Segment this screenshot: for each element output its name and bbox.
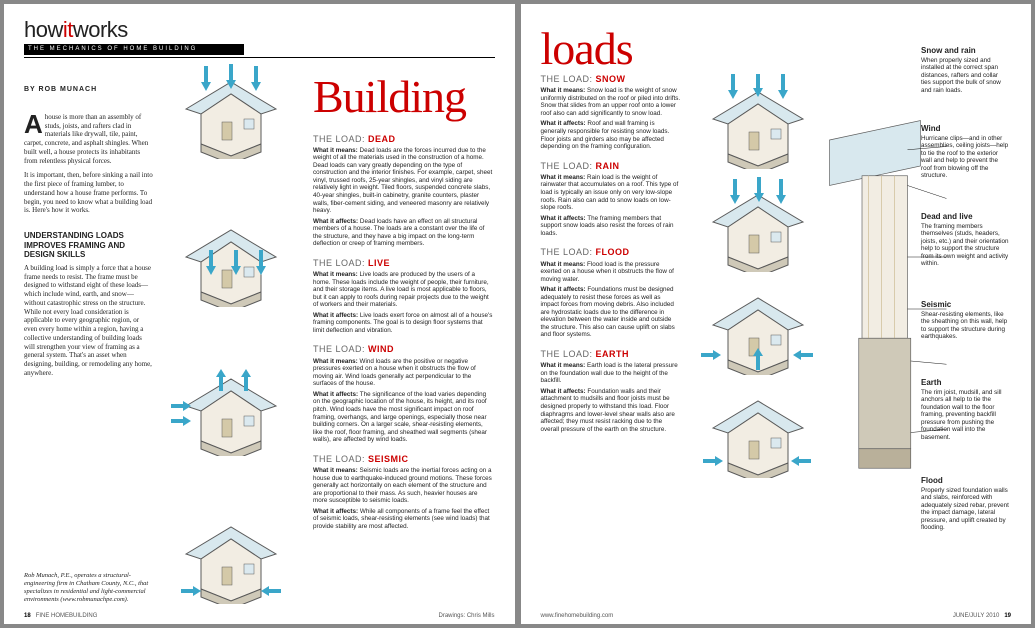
load-block-wind: THE LOAD: WIND What it means: Wind loads… bbox=[313, 344, 493, 443]
intro-p2: It is important, then, before sinking a … bbox=[24, 171, 154, 215]
intro-column: BY ROB MUNACH A house is more than an as… bbox=[24, 64, 154, 604]
load-block-dead: THE LOAD: DEAD What it means: Dead loads… bbox=[313, 134, 493, 248]
load-block-rain: THE LOAD: RAIN What it means: Rain load … bbox=[541, 161, 681, 238]
cutaway-column: Snow and rainWhen properly sized and ins… bbox=[835, 16, 1012, 571]
load-block-snow: THE LOAD: SNOW What it means: Snow load … bbox=[541, 74, 681, 151]
byline: BY ROB MUNACH bbox=[24, 86, 154, 95]
load-name: DEAD bbox=[368, 134, 396, 144]
load-name: SEISMIC bbox=[368, 454, 409, 464]
house-illustration-dead bbox=[166, 64, 296, 159]
page-right: loads THE LOAD: SNOW What it means: Snow… bbox=[521, 4, 1032, 624]
article-title-left: Building bbox=[313, 68, 493, 126]
footer-url: www.finehomebuilding.com bbox=[541, 613, 614, 621]
load-block-flood: THE LOAD: FLOOD What it means: Flood loa… bbox=[541, 247, 681, 339]
callout-wind: WindHurricane clips—and in other assembl… bbox=[921, 124, 1009, 180]
loads-column-right: THE LOAD: SNOW What it means: Snow load … bbox=[541, 74, 681, 571]
house-illustration-live bbox=[166, 212, 296, 307]
load-block-seismic: THE LOAD: SEISMIC What it means: Seismic… bbox=[313, 454, 493, 531]
load-name: RAIN bbox=[596, 161, 620, 171]
house-illustration-earth bbox=[693, 383, 823, 478]
callout-flood: FloodProperly sized foundation walls and… bbox=[921, 476, 1009, 532]
load-name: LIVE bbox=[368, 258, 390, 268]
loads-column-left: Building THE LOAD: DEAD What it means: D… bbox=[313, 64, 493, 604]
intro-p1: A house is more than an assembly of stud… bbox=[24, 113, 154, 166]
subhead: UNDERSTANDING LOADS IMPROVES FRAMING AND… bbox=[24, 231, 154, 260]
load-name: FLOOD bbox=[596, 247, 630, 257]
callout-snow-and-rain: Snow and rainWhen properly sized and ins… bbox=[921, 46, 1009, 94]
page-number-left: 18 bbox=[24, 613, 31, 619]
masthead-tagline: THE MECHANICS OF HOME BUILDING bbox=[24, 44, 244, 56]
body-text: A building load is simply a force that a… bbox=[24, 264, 154, 378]
intro-text: A house is more than an assembly of stud… bbox=[24, 113, 154, 221]
footer-drawings: Drawings: Chris Mills bbox=[438, 613, 494, 621]
load-block-earth: THE LOAD: EARTH What it means: Earth loa… bbox=[541, 349, 681, 433]
author-credit: Rob Munach, P.E., operates a structural-… bbox=[24, 572, 154, 605]
footer-mag: FINE HOMEBUILDING bbox=[36, 613, 98, 619]
page-number-right: 19 bbox=[1004, 613, 1011, 619]
illustration-column-left bbox=[166, 64, 301, 604]
masthead-rule bbox=[24, 57, 495, 58]
masthead-post: works bbox=[73, 17, 128, 42]
callout-seismic: SeismicShear-resisting elements, like th… bbox=[921, 300, 1009, 341]
footer-right: www.finehomebuilding.com JUNE/JULY 2010 … bbox=[541, 613, 1012, 621]
page-spread: howitworks THE MECHANICS OF HOME BUILDIN… bbox=[4, 4, 1031, 624]
masthead-title: howitworks bbox=[24, 16, 495, 44]
footer-issue: JUNE/JULY 2010 bbox=[953, 613, 999, 619]
masthead-pre: how bbox=[24, 17, 63, 42]
house-illustration-wind bbox=[166, 361, 296, 456]
house-illustration-snow bbox=[693, 74, 823, 169]
illustration-column-right bbox=[693, 74, 823, 571]
load-name: WIND bbox=[368, 344, 394, 354]
house-illustration-flood bbox=[693, 280, 823, 375]
load-name: EARTH bbox=[596, 349, 630, 359]
article-title-right: loads bbox=[541, 20, 633, 78]
house-illustration-rain bbox=[693, 177, 823, 272]
load-block-live: THE LOAD: LIVE What it means: Live loads… bbox=[313, 258, 493, 335]
callout-earth: EarthThe rim joist, mudsill, and sill an… bbox=[921, 378, 1009, 441]
footer-left: 18 FINE HOMEBUILDING Drawings: Chris Mil… bbox=[24, 613, 495, 621]
masthead: howitworks THE MECHANICS OF HOME BUILDIN… bbox=[24, 16, 495, 58]
callout-dead-and-live: Dead and liveThe framing members themsel… bbox=[921, 212, 1009, 268]
page-left: howitworks THE MECHANICS OF HOME BUILDIN… bbox=[4, 4, 515, 624]
house-illustration-seismic bbox=[166, 509, 296, 604]
masthead-it: it bbox=[63, 17, 73, 42]
